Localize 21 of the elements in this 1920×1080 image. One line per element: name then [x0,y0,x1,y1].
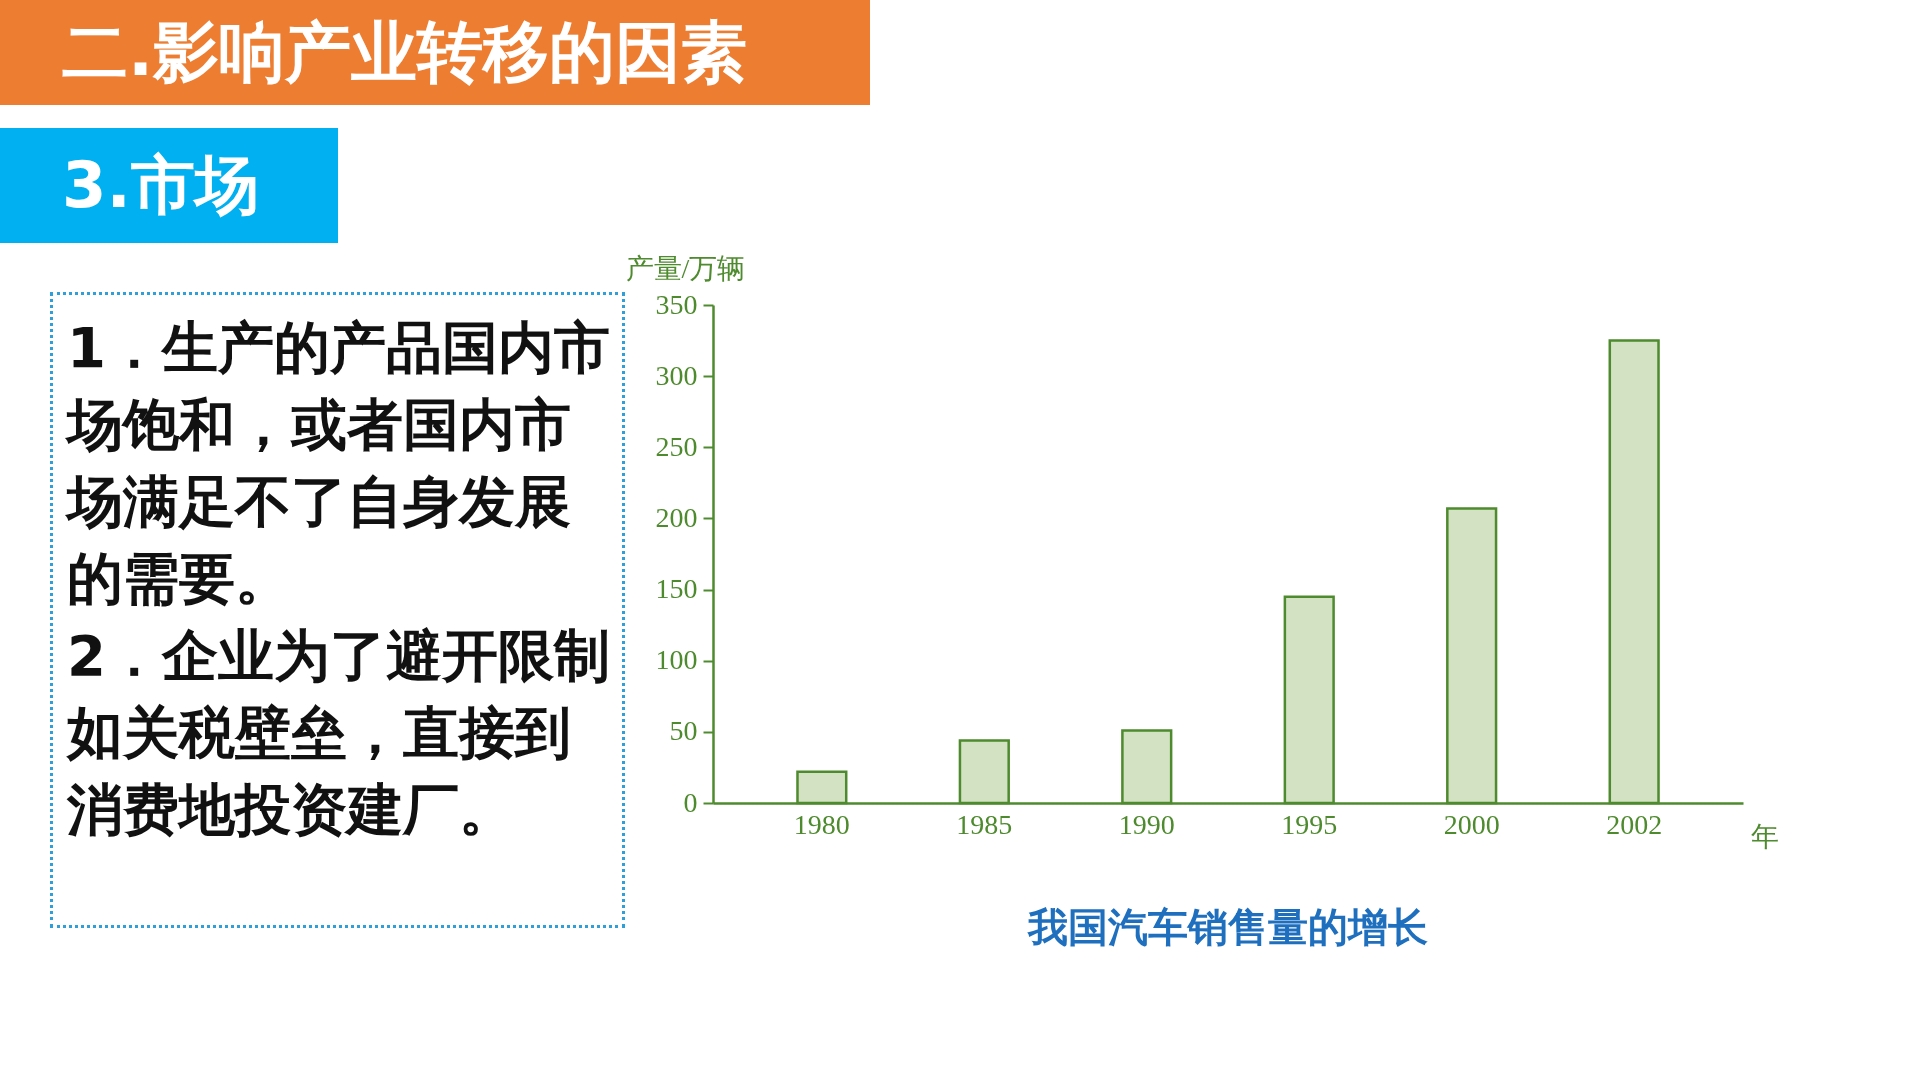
x-tick-label: 1980 [793,808,850,840]
y-tick-label: 50 [669,715,698,747]
x-tick-label: 1990 [1118,808,1175,840]
x-tick-label: 1995 [1281,808,1338,840]
x-tick-label: 2000 [1443,808,1500,840]
x-tick-label: 1985 [956,808,1013,840]
y-tick-label: 100 [655,644,698,676]
text: 2．企业为了避开限制如关税壁垒，直接到消费地投资建厂。 [67,622,611,844]
y-tick-label: 200 [655,501,698,533]
text: 1．生产的产品国内市场饱和，或者国内市场满足不了自身发展的需要。 [67,314,611,613]
x-tick-label: 2002 [1606,808,1663,840]
y-axis-title: 产量/万辆 [625,252,746,284]
y-tick-label: 250 [655,430,698,462]
y-tick-label: 350 [655,288,698,320]
text: 3.市场 [0,128,338,243]
y-tick-label: 0 [683,786,698,818]
y-tick-label: 150 [655,573,698,605]
y-tick-label: 300 [655,359,698,391]
x-axis-title: 年 [1750,820,1779,852]
text: 我国汽车销售量的增长 [1027,904,1428,950]
text: 二.影响产业转移的因素 [0,0,870,105]
